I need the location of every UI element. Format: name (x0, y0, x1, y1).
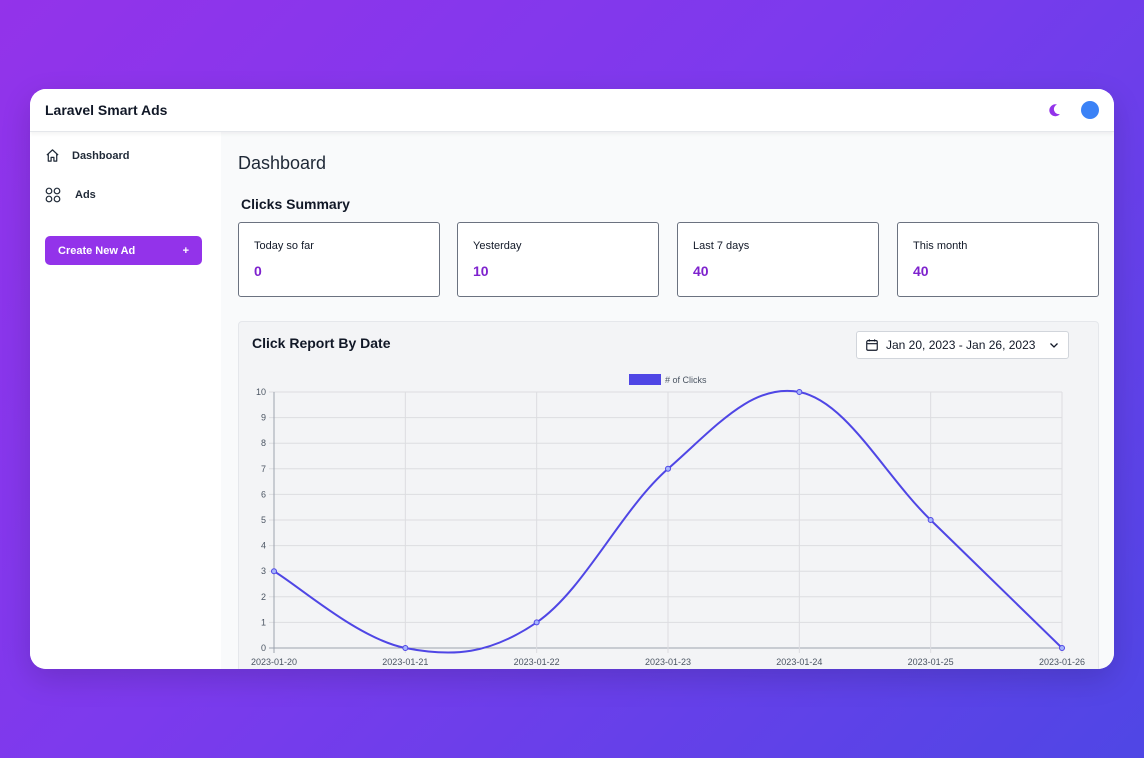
calendar-icon (866, 339, 878, 351)
x-tick-label: 2023-01-26 (1039, 657, 1085, 667)
card-label: Last 7 days (693, 240, 750, 252)
y-tick-label: 6 (261, 489, 266, 499)
main-content: Dashboard Clicks Summary Today so far 0 … (221, 132, 1114, 669)
data-point (271, 568, 277, 575)
summary-card-yesterday: Yesterday 10 (457, 222, 659, 297)
x-tick-label: 2023-01-23 (645, 657, 691, 667)
legend-label: # of Clicks (665, 375, 707, 385)
top-bar: Laravel Smart Ads (30, 89, 1114, 132)
legend-swatch (629, 374, 661, 385)
y-tick-label: 1 (261, 617, 266, 627)
sidebar-item-label: Ads (75, 189, 96, 201)
y-tick-label: 9 (261, 413, 266, 423)
page-title: Dashboard (238, 153, 327, 173)
summary-card-today: Today so far 0 (238, 222, 440, 297)
x-tick-label: 2023-01-22 (514, 657, 560, 667)
sidebar: Dashboard Ads Create New Ad + (30, 132, 221, 669)
y-tick-label: 8 (261, 438, 266, 448)
create-new-ad-label: Create New Ad (58, 244, 136, 257)
x-tick-label: 2023-01-20 (251, 657, 297, 667)
data-point (1059, 645, 1065, 651)
card-label: This month (913, 240, 968, 252)
y-tick-label: 2 (261, 592, 266, 602)
data-point (665, 465, 671, 472)
create-new-ad-button[interactable]: Create New Ad + (45, 236, 202, 265)
avatar[interactable] (1081, 101, 1099, 119)
data-point (927, 517, 934, 523)
date-range-value: Jan 20, 2023 - Jan 26, 2023 (886, 338, 1036, 352)
x-tick-label: 2023-01-24 (776, 657, 822, 667)
home-icon (46, 149, 59, 162)
app-window: Laravel Smart Ads Dashboard Ads Create N… (30, 89, 1114, 669)
data-point (533, 619, 540, 626)
grid-icon (45, 187, 61, 203)
card-label: Yesterday (473, 240, 522, 252)
click-report-chart: 0 1 2 3 4 5 6 7 8 9 10 2023-01-20 2023-01-21 2023-01-… (251, 374, 1085, 667)
data-point (796, 389, 803, 395)
y-tick-label: 10 (256, 387, 266, 397)
summary-card-last-7-days: Last 7 days 40 (677, 222, 879, 297)
card-value: 40 (913, 263, 929, 279)
y-tick-label: 4 (261, 541, 266, 551)
moon-icon[interactable] (1046, 102, 1062, 118)
sidebar-item-label: Dashboard (72, 149, 130, 162)
y-tick-label: 5 (261, 515, 266, 525)
card-label: Today so far (254, 240, 314, 252)
summary-card-this-month: This month 40 (897, 222, 1099, 297)
chevron-down-icon (1050, 343, 1058, 348)
report-title: Click Report By Date (252, 335, 391, 351)
x-tick-label: 2023-01-25 (908, 657, 954, 667)
data-point (402, 645, 409, 651)
card-value: 0 (254, 263, 262, 279)
clicks-summary-title: Clicks Summary (241, 196, 350, 212)
app-title: Laravel Smart Ads (45, 102, 168, 118)
x-tick-label: 2023-01-21 (382, 657, 428, 667)
click-report-panel: 0 1 2 3 4 5 6 7 8 9 10 2023-01-20 2023-01-21 2023-01-… (238, 321, 1099, 669)
card-value: 10 (473, 263, 489, 279)
card-value: 40 (693, 263, 709, 279)
sidebar-item-ads[interactable]: Ads (45, 187, 96, 203)
plus-icon: + (182, 244, 189, 257)
sidebar-item-dashboard[interactable]: Dashboard (45, 148, 129, 163)
y-tick-label: 7 (261, 464, 266, 474)
date-range-picker[interactable]: Jan 20, 2023 - Jan 26, 2023 (856, 331, 1069, 359)
y-tick-label: 0 (261, 643, 266, 653)
y-tick-label: 3 (261, 566, 266, 576)
